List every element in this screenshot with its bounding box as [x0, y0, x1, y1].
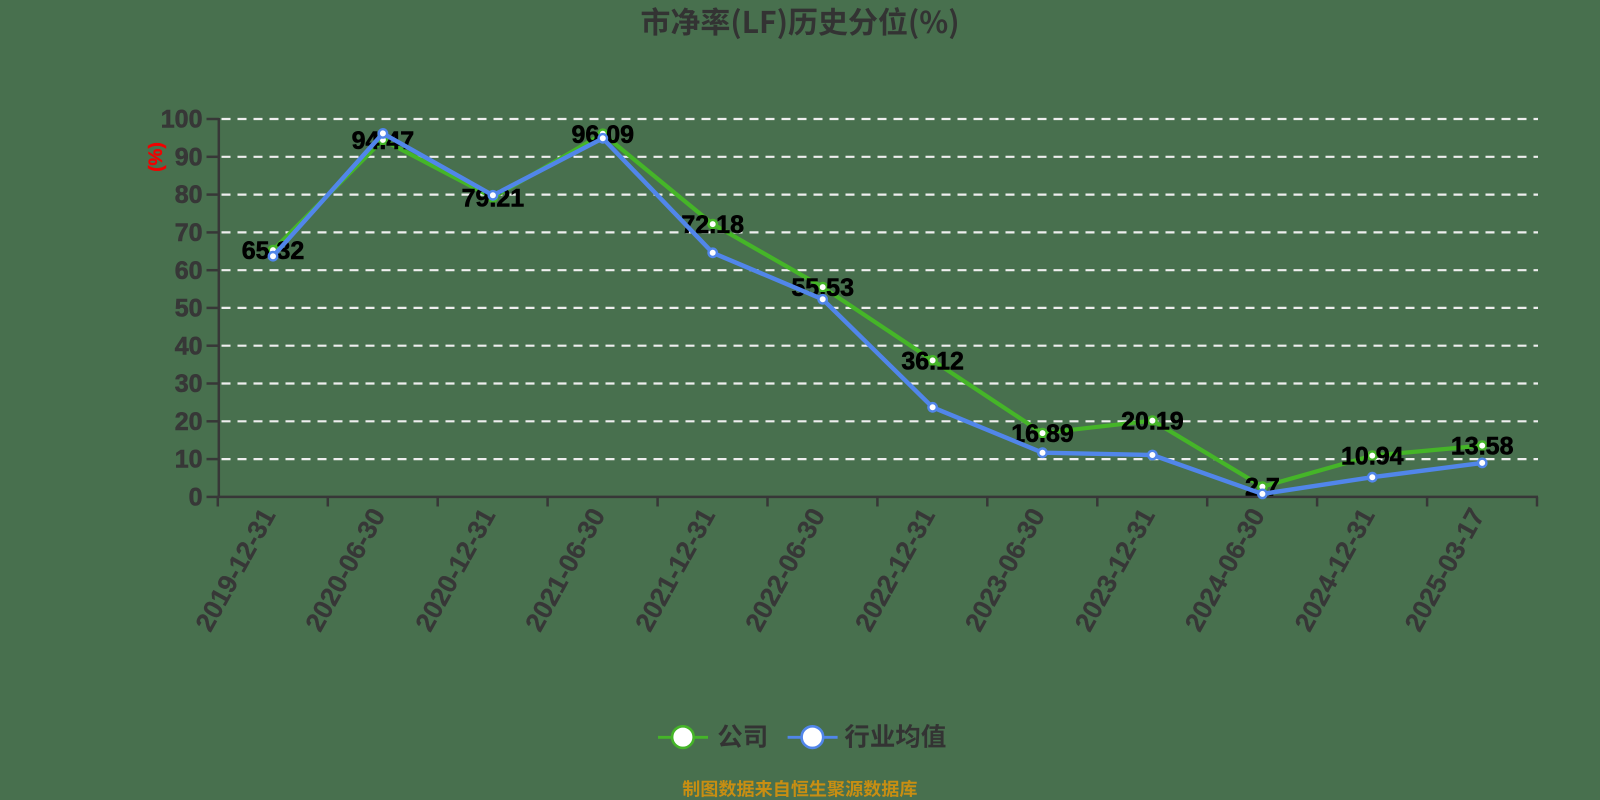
svg-text:0: 0 [189, 484, 203, 512]
svg-text:20.19: 20.19 [1121, 408, 1184, 436]
svg-text:70: 70 [175, 219, 203, 247]
svg-text:10.94: 10.94 [1341, 443, 1404, 471]
svg-text:100: 100 [161, 106, 203, 134]
svg-text:40: 40 [175, 332, 203, 360]
svg-text:72.18: 72.18 [681, 211, 744, 239]
svg-text:13.58: 13.58 [1451, 433, 1514, 461]
svg-text:20: 20 [175, 408, 203, 436]
svg-text:50: 50 [175, 295, 203, 323]
svg-text:30: 30 [175, 370, 203, 398]
svg-text:(%): (%) [146, 142, 167, 172]
svg-text:80: 80 [175, 181, 203, 209]
svg-text:10: 10 [175, 446, 203, 474]
svg-text:60: 60 [175, 257, 203, 285]
svg-text:36.12: 36.12 [901, 347, 964, 375]
svg-text:90: 90 [175, 143, 203, 171]
